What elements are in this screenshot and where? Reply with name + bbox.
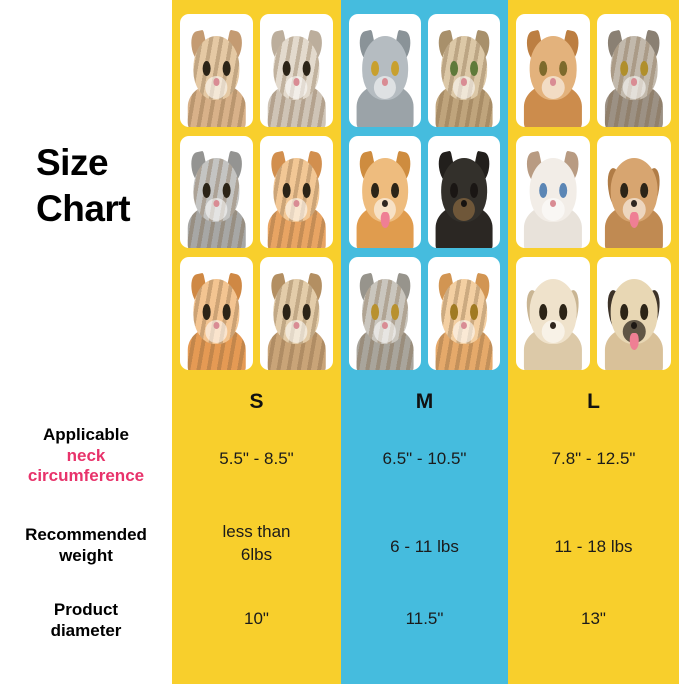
pet-illustration (180, 14, 253, 127)
pet-illustration (349, 136, 421, 249)
pet-illustration (180, 257, 253, 370)
pet-illustration (597, 14, 671, 127)
pet-illustration (349, 14, 421, 127)
row-label-product-diameter: Product diameter (0, 600, 172, 641)
size-header-medium: M (415, 390, 434, 413)
row-label-weight-line2: weight (59, 545, 113, 565)
row-label-neck-line2: neck (66, 445, 106, 465)
pet-illustration (516, 257, 590, 370)
pet-illustration (260, 14, 333, 127)
weight-value-small: less than 6lbs (172, 521, 341, 567)
photo-card-longhair-ginger-cat (516, 14, 590, 127)
page-title: Size Chart (36, 142, 131, 229)
size-column-small: S 5.5" - 8.5" less than 6lbs 10" (172, 0, 341, 684)
photo-card-ginger-kitten (180, 257, 253, 370)
diameter-value-large: 13" (581, 609, 606, 628)
photo-card-british-blue-cat (349, 14, 421, 127)
pet-illustration (516, 14, 590, 127)
photo-card-grey-shorthair-kitten (180, 135, 253, 249)
photo-card-maine-coon-cat (597, 14, 671, 127)
row-label-recommended-weight: Recommended weight (0, 525, 172, 566)
pet-illustration (180, 136, 253, 249)
row-label-neck-circumference: Applicable neck circumference (0, 425, 172, 487)
weight-value-medium: 6 - 11 lbs (390, 537, 459, 556)
diameter-value-small: 10" (244, 609, 269, 628)
photo-card-grey-tabby-kitten (260, 14, 333, 127)
photo-card-ragdoll-cat (516, 135, 590, 249)
diameter-value-medium: 11.5" (405, 609, 444, 628)
pet-illustration (597, 136, 671, 249)
photo-grid-large (508, 14, 679, 370)
size-column-large: L 7.8" - 12.5" 11 - 18 lbs 13" (508, 0, 679, 684)
weight-value-small-line2: 6lbs (240, 544, 273, 564)
pet-illustration (516, 136, 590, 249)
row-label-diameter-line2: diameter (50, 620, 122, 640)
pet-illustration (260, 136, 333, 249)
row-label-diameter-line1: Product (53, 600, 119, 619)
pet-illustration (428, 136, 500, 249)
weight-value-small-line1: less than (222, 522, 291, 541)
pet-illustration (428, 14, 500, 127)
size-column-medium: M 6.5" - 10.5" 6 - 11 lbs 11.5" (341, 0, 508, 684)
photo-card-orange-tabby-kitten (260, 135, 333, 249)
photo-card-silver-tabby-cat (349, 257, 421, 370)
neck-value-small: 5.5" - 8.5" (219, 449, 294, 468)
photo-card-brown-tabby-cat (428, 14, 500, 127)
neck-value-medium: 6.5" - 10.5" (382, 449, 467, 468)
weight-value-large: 11 - 18 lbs (554, 537, 633, 556)
photo-card-fluffy-tan-kitten (180, 14, 253, 127)
photo-grid-medium (341, 14, 508, 370)
photo-card-pomeranian-dog (349, 135, 421, 249)
photo-card-brown-tabby-kitten (260, 257, 333, 370)
photo-card-orange-shorthair-cat (428, 257, 500, 370)
size-header-small: S (249, 390, 264, 413)
row-label-neck-line1: Applicable (43, 425, 129, 444)
pet-illustration (597, 257, 671, 370)
pet-illustration (428, 257, 500, 370)
row-label-weight-line1: Recommended (25, 525, 147, 544)
photo-grid-small (172, 14, 341, 370)
pet-illustration (349, 257, 421, 370)
photo-card-chihuahua-dog (428, 135, 500, 249)
size-header-large: L (587, 390, 600, 413)
photo-card-toy-poodle-dog (597, 135, 671, 249)
pet-illustration (260, 257, 333, 370)
row-label-neck-line3: circumference (27, 466, 145, 486)
photo-card-pug-dog (597, 257, 671, 370)
neck-value-large: 7.8" - 12.5" (551, 449, 636, 468)
photo-card-maltipoo-dog (516, 257, 590, 370)
